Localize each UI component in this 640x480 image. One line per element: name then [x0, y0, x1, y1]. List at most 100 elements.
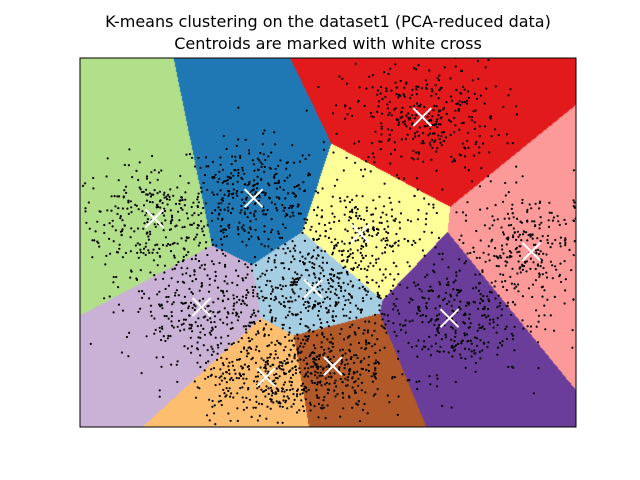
data-point: [304, 257, 307, 260]
data-point: [236, 194, 239, 197]
data-point: [479, 357, 482, 360]
data-point: [436, 350, 439, 353]
data-point: [309, 228, 312, 231]
data-point: [397, 118, 400, 121]
data-point: [349, 368, 352, 371]
data-point: [459, 353, 462, 356]
data-point: [197, 201, 200, 204]
data-point: [264, 273, 267, 276]
data-point: [305, 109, 308, 112]
data-point: [395, 297, 398, 300]
data-point: [216, 311, 219, 314]
data-point: [459, 104, 462, 107]
data-point: [348, 372, 351, 376]
data-point: [294, 271, 297, 274]
data-point: [384, 239, 387, 242]
data-point: [317, 85, 320, 89]
data-point: [347, 298, 350, 301]
data-point: [251, 313, 254, 316]
data-point: [130, 206, 133, 209]
data-point: [194, 321, 197, 324]
data-point: [313, 351, 316, 355]
data-point: [251, 291, 255, 294]
data-point: [312, 303, 315, 307]
data-point: [159, 199, 162, 202]
data-point: [313, 362, 316, 365]
data-point: [472, 287, 475, 290]
data-point: [389, 289, 392, 292]
data-point: [389, 201, 392, 204]
data-point: [338, 366, 341, 369]
data-point: [504, 194, 507, 197]
data-point: [246, 352, 249, 355]
data-point: [218, 383, 221, 386]
data-point: [293, 280, 297, 283]
data-point: [483, 224, 486, 227]
data-point: [276, 286, 279, 289]
data-point: [256, 419, 259, 422]
plot-area: [80, 58, 588, 427]
data-point: [332, 151, 335, 154]
data-point: [105, 254, 108, 257]
data-point: [540, 261, 543, 264]
data-point: [169, 335, 172, 338]
data-point: [217, 202, 220, 205]
data-point: [394, 107, 397, 110]
data-point: [397, 244, 400, 247]
data-point: [308, 297, 311, 300]
data-point: [334, 288, 337, 291]
data-point: [219, 163, 222, 166]
data-point: [434, 93, 437, 96]
data-point: [186, 267, 189, 270]
data-point: [293, 244, 297, 247]
data-point: [142, 227, 145, 230]
data-point: [434, 307, 437, 310]
data-point: [223, 280, 226, 283]
data-point: [293, 192, 296, 195]
data-point: [293, 186, 296, 189]
data-point: [164, 219, 167, 222]
data-point: [198, 299, 201, 302]
data-point: [549, 260, 553, 263]
data-point: [218, 212, 221, 215]
data-point: [187, 305, 190, 308]
data-point: [287, 333, 290, 336]
data-point: [190, 156, 194, 159]
data-point: [414, 151, 418, 154]
data-point: [252, 163, 255, 166]
data-point: [222, 364, 225, 367]
data-point: [316, 334, 319, 337]
data-point: [298, 187, 301, 190]
data-point: [278, 196, 281, 199]
data-point: [435, 150, 438, 153]
data-point: [198, 241, 201, 244]
data-point: [431, 290, 434, 293]
data-point: [338, 277, 341, 280]
data-point: [484, 66, 487, 69]
data-point: [357, 227, 360, 230]
data-point: [152, 259, 155, 262]
data-point: [290, 281, 293, 284]
data-point: [313, 291, 316, 294]
data-point: [358, 341, 361, 345]
data-point: [291, 387, 294, 391]
data-point: [453, 339, 456, 343]
data-point: [430, 345, 433, 348]
data-point: [360, 267, 363, 270]
data-point: [483, 125, 487, 128]
data-point: [366, 230, 370, 233]
data-point: [319, 305, 322, 308]
data-point: [175, 263, 178, 267]
data-point: [263, 194, 267, 197]
data-point: [259, 366, 262, 369]
data-point: [296, 348, 299, 351]
data-point: [264, 370, 267, 373]
data-point: [586, 217, 588, 219]
data-point: [361, 297, 364, 300]
data-point: [364, 242, 368, 245]
data-point: [308, 274, 311, 277]
data-point: [482, 294, 485, 298]
data-point: [269, 309, 272, 312]
data-point: [155, 356, 158, 359]
data-point: [312, 249, 315, 252]
